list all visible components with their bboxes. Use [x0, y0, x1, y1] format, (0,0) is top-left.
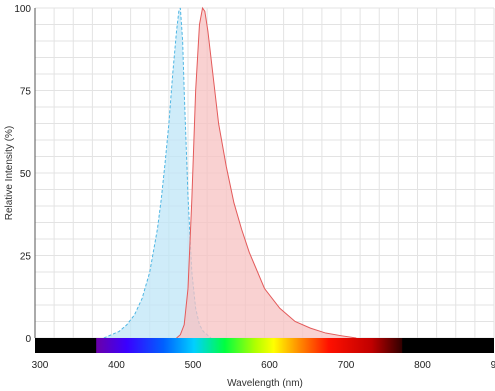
y-tick-label: 25: [20, 252, 32, 263]
chart-grid: [34, 7, 495, 339]
x-tick-label: 300: [32, 360, 49, 371]
y-tick-label: 75: [20, 87, 32, 98]
x-tick-label: 800: [414, 360, 431, 371]
x-tick-label: 900: [491, 360, 495, 371]
y-tick-label: 0: [25, 334, 31, 345]
x-tick-label: 500: [185, 360, 202, 371]
chart-series: [103, 6, 357, 339]
y-tick-label: 100: [14, 4, 31, 15]
series-area-2: [176, 8, 357, 338]
x-axis-label: Wavelength (nm): [227, 378, 303, 389]
x-tick-label: 700: [338, 360, 355, 371]
series-line-1: [103, 7, 212, 339]
x-tick-label: 600: [261, 360, 278, 371]
spectrum-bar-visible: [96, 338, 403, 353]
series-area-1: [103, 8, 211, 338]
spectrum-bar: [35, 338, 494, 353]
chart-ticks: 300 400 500 600 700 800 900 0 25 50 75 100: [14, 4, 495, 371]
series-line-2: [176, 6, 357, 339]
y-tick-label: 50: [20, 169, 32, 180]
x-tick-label: 400: [108, 360, 125, 371]
y-axis-label: Relative Intensity (%): [4, 126, 15, 220]
